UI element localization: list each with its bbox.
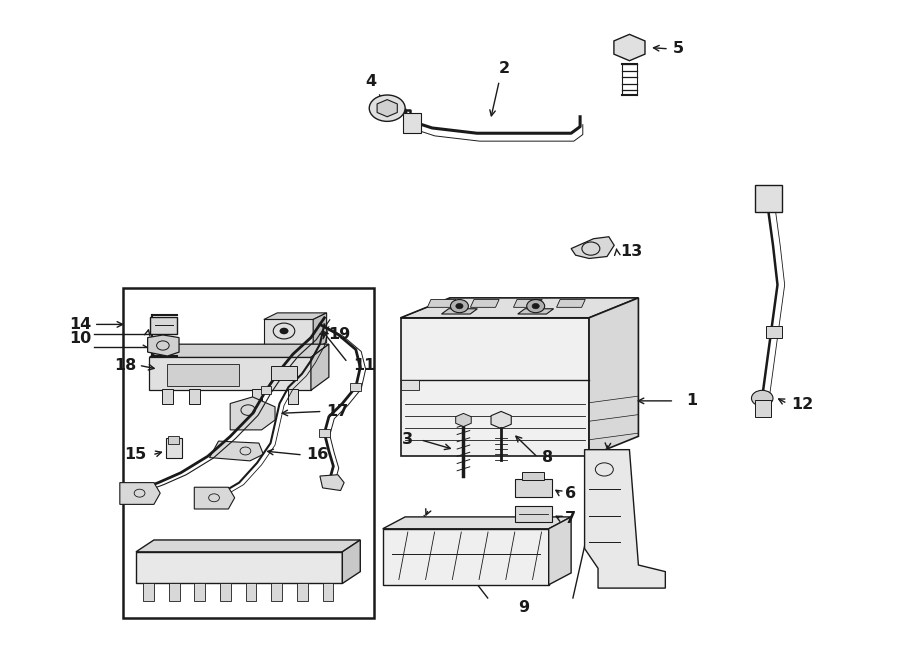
Text: 19: 19 <box>328 327 350 342</box>
Polygon shape <box>320 475 344 491</box>
Bar <box>252 389 263 404</box>
Polygon shape <box>400 298 638 318</box>
Circle shape <box>526 299 544 312</box>
Polygon shape <box>514 299 542 307</box>
Bar <box>136 552 342 583</box>
Text: 14: 14 <box>69 317 91 332</box>
Bar <box>766 326 782 338</box>
Polygon shape <box>313 313 327 349</box>
Bar <box>261 387 272 395</box>
Polygon shape <box>230 397 275 430</box>
Polygon shape <box>471 299 500 307</box>
Circle shape <box>752 391 773 406</box>
Polygon shape <box>342 540 360 583</box>
Polygon shape <box>148 335 179 356</box>
Bar <box>515 506 553 522</box>
Text: 6: 6 <box>565 487 576 501</box>
Polygon shape <box>382 529 549 585</box>
Bar <box>350 383 361 391</box>
Bar <box>319 429 329 437</box>
Bar <box>168 436 179 444</box>
Polygon shape <box>549 517 572 585</box>
Text: 12: 12 <box>791 397 814 412</box>
Text: 3: 3 <box>402 432 413 448</box>
Bar <box>522 472 544 480</box>
Bar <box>167 364 239 386</box>
Text: 15: 15 <box>124 448 147 463</box>
Bar <box>755 401 771 416</box>
Text: 5: 5 <box>672 41 684 56</box>
Polygon shape <box>585 449 665 588</box>
Bar <box>162 389 173 404</box>
Circle shape <box>455 303 463 308</box>
Circle shape <box>532 303 539 308</box>
Bar <box>271 583 282 601</box>
Bar <box>297 583 308 601</box>
Text: 2: 2 <box>499 61 509 76</box>
Bar <box>220 583 230 601</box>
Circle shape <box>369 95 405 121</box>
Bar <box>403 113 421 133</box>
Text: 9: 9 <box>518 600 529 616</box>
Bar <box>150 317 177 334</box>
Bar <box>122 288 374 618</box>
Bar <box>246 583 256 601</box>
Polygon shape <box>149 344 328 357</box>
Bar <box>194 583 205 601</box>
Polygon shape <box>400 380 418 390</box>
Bar <box>755 185 782 213</box>
Polygon shape <box>382 517 572 529</box>
Circle shape <box>450 299 468 312</box>
Polygon shape <box>264 313 327 320</box>
Bar <box>143 583 154 601</box>
Polygon shape <box>120 483 160 504</box>
Text: 11: 11 <box>353 357 375 373</box>
Polygon shape <box>310 344 328 391</box>
Bar <box>322 583 333 601</box>
Bar <box>166 438 182 457</box>
Circle shape <box>280 328 289 334</box>
Polygon shape <box>590 298 638 456</box>
Bar <box>515 479 553 497</box>
Polygon shape <box>556 299 585 307</box>
Text: 16: 16 <box>306 448 328 463</box>
Polygon shape <box>264 320 313 349</box>
Text: 1: 1 <box>686 393 698 408</box>
Polygon shape <box>149 357 310 391</box>
Text: 17: 17 <box>326 404 348 419</box>
Polygon shape <box>210 441 264 461</box>
Polygon shape <box>136 540 360 552</box>
Text: 10: 10 <box>69 332 91 346</box>
Polygon shape <box>194 487 235 509</box>
Bar <box>189 389 200 404</box>
Polygon shape <box>442 308 477 314</box>
Polygon shape <box>518 308 554 314</box>
Bar <box>271 366 298 381</box>
Text: 18: 18 <box>113 357 136 373</box>
Polygon shape <box>428 299 456 307</box>
Text: 8: 8 <box>542 450 553 465</box>
Bar <box>288 389 299 404</box>
Bar <box>169 583 180 601</box>
Text: 13: 13 <box>620 244 643 260</box>
Text: 7: 7 <box>565 511 576 526</box>
Polygon shape <box>400 318 590 456</box>
Text: 4: 4 <box>365 74 376 89</box>
Polygon shape <box>572 237 614 258</box>
